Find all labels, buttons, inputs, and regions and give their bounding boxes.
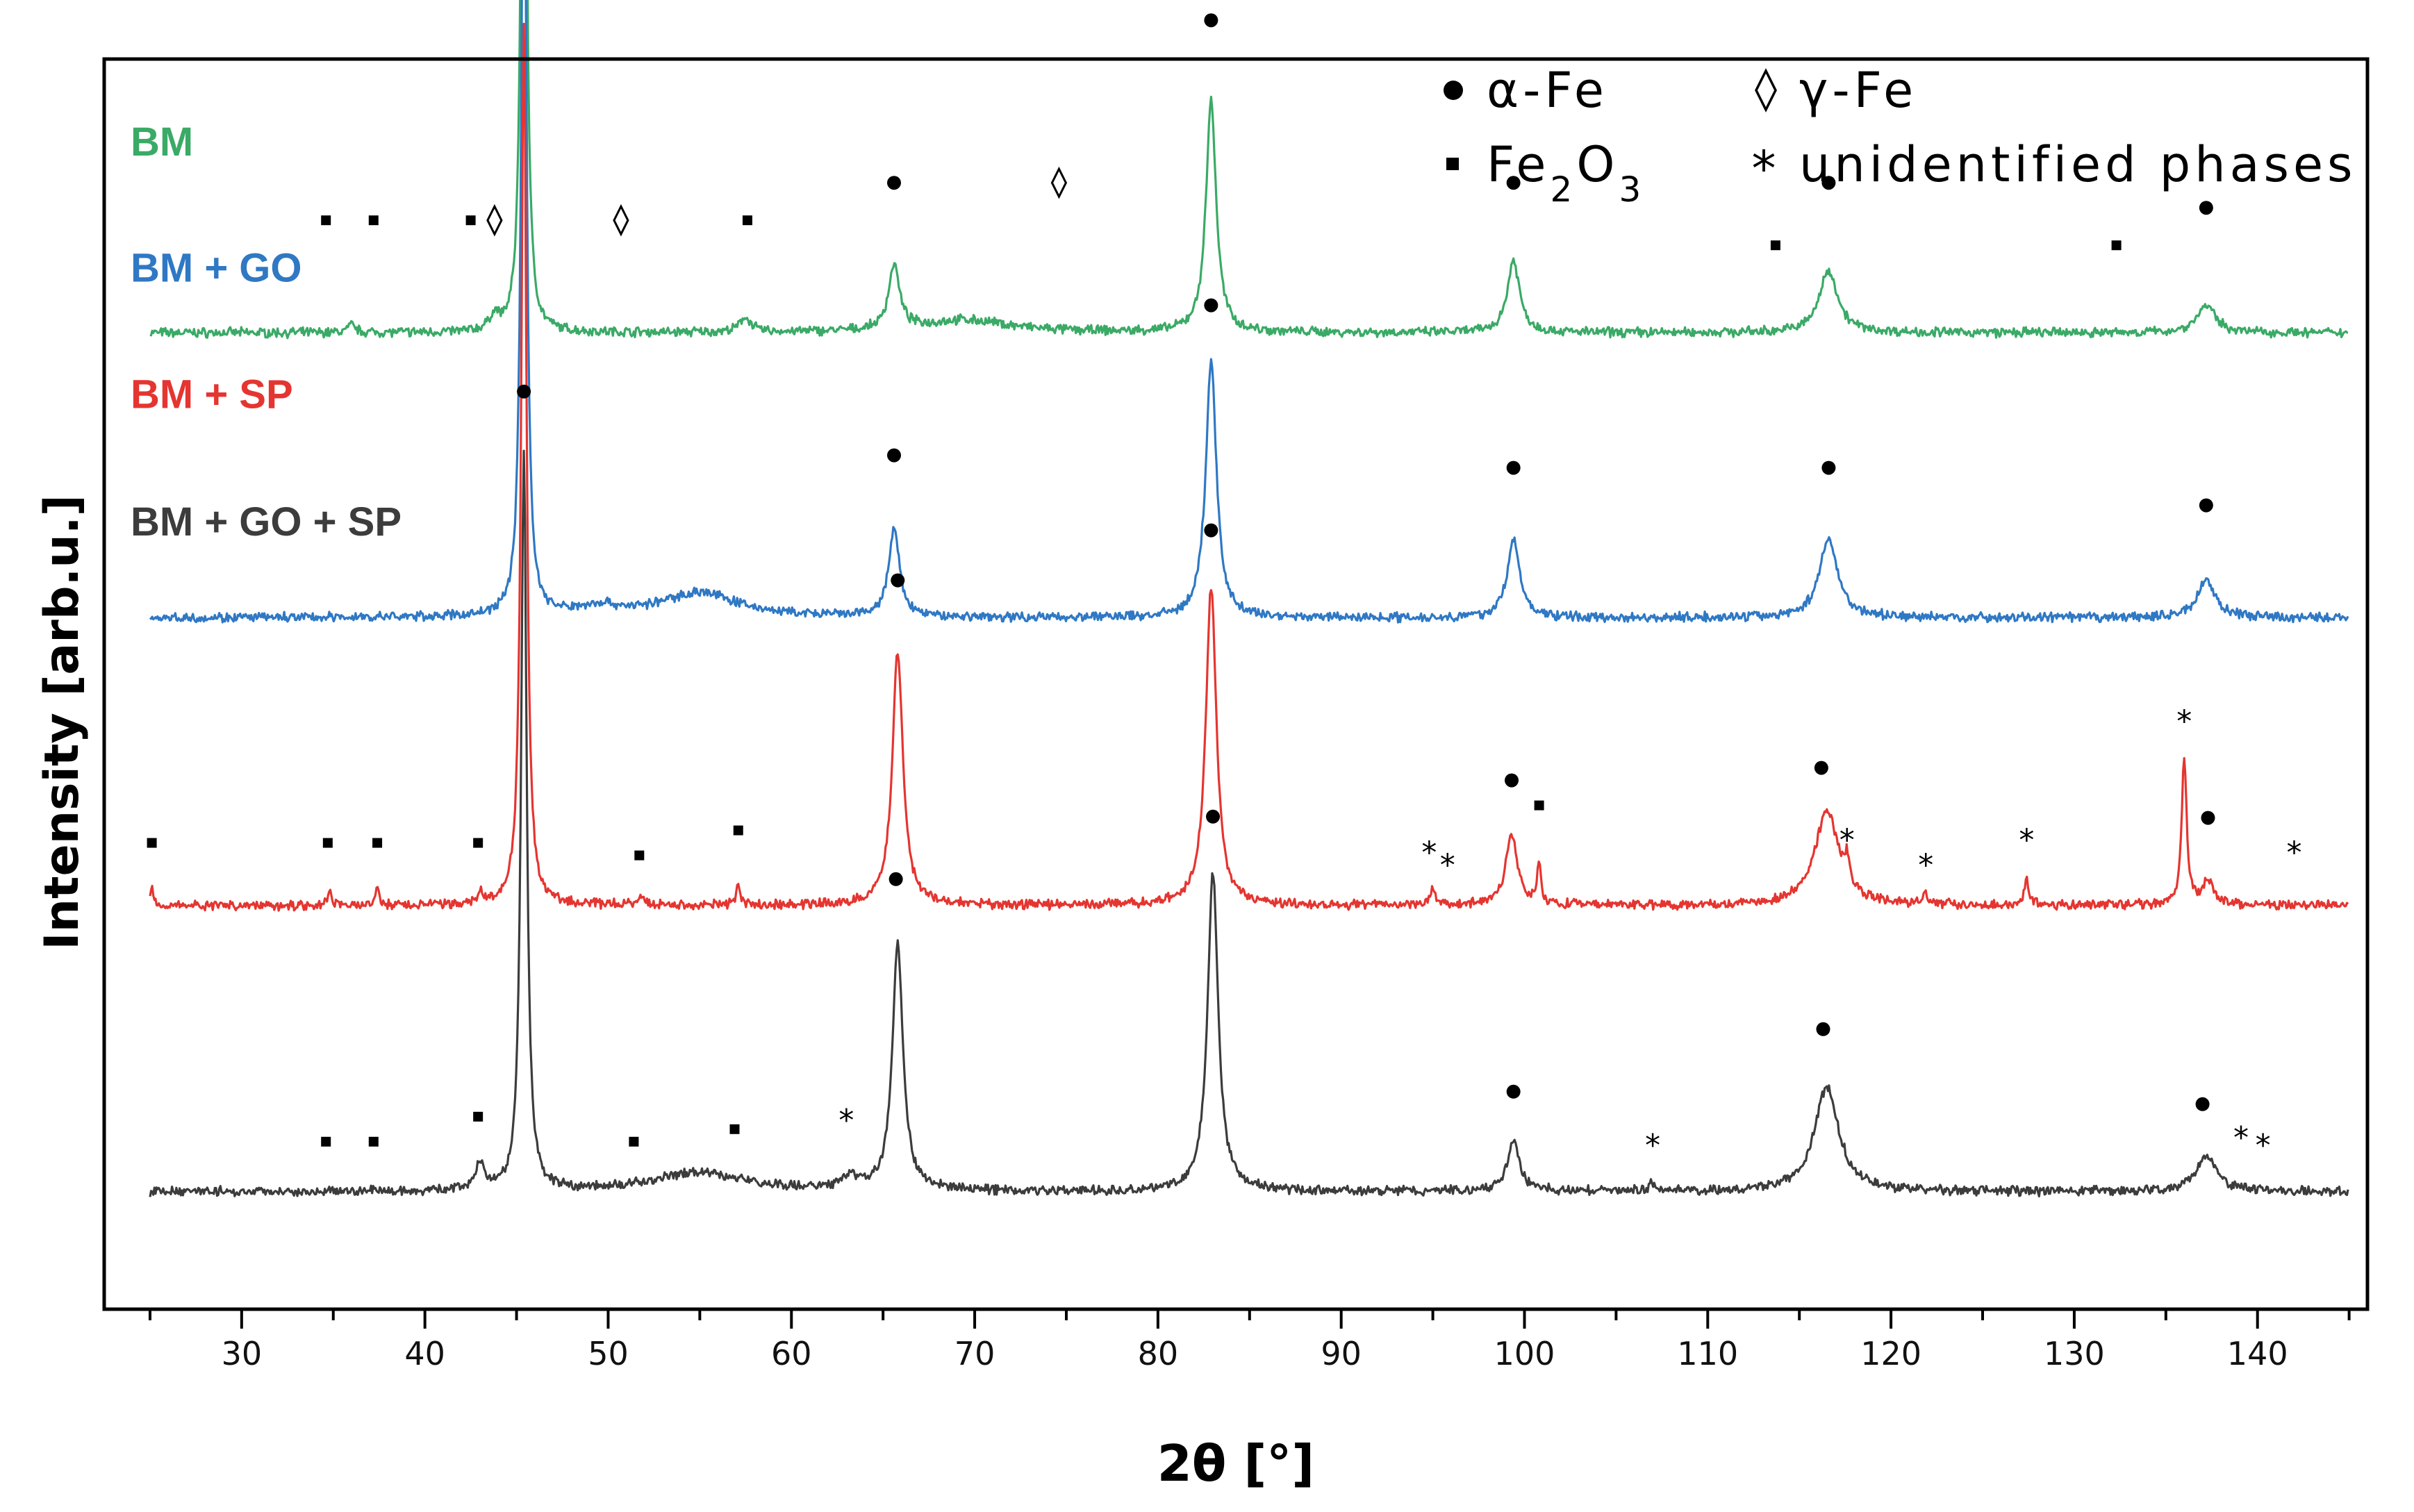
alpha-fe-marker xyxy=(887,448,902,463)
gamma-fe-marker xyxy=(613,203,629,237)
unidentified-phase-marker: * xyxy=(1918,848,1933,883)
plot-frame xyxy=(102,57,2370,1311)
legend: α-Fe γ-Fe Fe2O3 * unidentified phases xyxy=(1444,62,2356,210)
series-line xyxy=(149,0,2349,340)
alpha-fe-marker xyxy=(2195,1097,2210,1111)
x-tick-label: 30 xyxy=(222,1335,263,1372)
x-tick-label: 110 xyxy=(1677,1335,1738,1372)
alpha-fe-marker xyxy=(888,872,903,886)
x-tick-label: 100 xyxy=(1494,1335,1555,1372)
alpha-fe-marker xyxy=(2199,201,2213,215)
series-line xyxy=(149,0,2349,624)
series-label: BM + GO + SP xyxy=(131,499,402,545)
unidentified-phase-marker: * xyxy=(1440,848,1455,883)
unidentified-phase-marker: * xyxy=(2176,704,2192,740)
legend-label: γ-Fe xyxy=(1799,62,1917,119)
alpha-fe-marker xyxy=(1506,176,1521,190)
x-tick-label: 50 xyxy=(588,1335,629,1372)
alpha-fe-marker xyxy=(1204,298,1218,313)
x-tick-label: 80 xyxy=(1138,1335,1179,1372)
gamma-fe-marker xyxy=(486,203,503,237)
legend-unidentified-symbol: * xyxy=(1752,140,1780,197)
alpha-fe-marker xyxy=(1816,1022,1830,1036)
series-line xyxy=(149,449,2349,1198)
fe2o3-marker xyxy=(473,1111,483,1122)
fe2o3-marker xyxy=(729,1124,740,1134)
series-label: BM xyxy=(131,119,193,165)
fe2o3-marker xyxy=(634,850,645,861)
alpha-fe-marker xyxy=(1821,460,1836,475)
x-axis-ticks: 30 40 50 60 70 80 90 100 110 120 130 140 xyxy=(148,1309,2351,1372)
alpha-fe-marker xyxy=(1506,1084,1521,1099)
fe2o3-marker xyxy=(1770,240,1780,251)
peak-markers: * ******** * * xyxy=(147,13,2301,1163)
series-line xyxy=(149,22,2349,912)
alpha-fe-marker xyxy=(1814,761,1828,775)
alpha-fe-marker xyxy=(2199,498,2213,513)
legend-gamma-fe-symbol xyxy=(1755,68,1777,113)
unidentified-phase-marker: * xyxy=(838,1103,854,1138)
unidentified-phase-marker: * xyxy=(2233,1120,2249,1156)
fe2o3-marker xyxy=(629,1136,639,1147)
fe2o3-marker xyxy=(321,1136,331,1147)
alpha-fe-marker xyxy=(1204,523,1218,538)
series-label: BM + GO xyxy=(131,246,302,291)
unidentified-phase-marker: * xyxy=(2286,836,2301,871)
alpha-fe-marker xyxy=(1206,809,1221,824)
alpha-fe-marker xyxy=(2201,811,2215,825)
legend-label: Fe2O3 xyxy=(1487,136,1645,210)
series-group xyxy=(149,0,2349,1198)
legend-alpha-fe-symbol xyxy=(1444,81,1463,100)
unidentified-phase-marker: * xyxy=(1421,836,1437,871)
unidentified-phase-marker: * xyxy=(2019,823,2034,858)
unidentified-phase-marker: * xyxy=(2256,1128,2271,1163)
y-axis-title: Intensity [arb.u.] xyxy=(35,495,90,949)
gamma-fe-marker xyxy=(1050,166,1068,199)
fe2o3-marker xyxy=(1534,800,1544,811)
fe2o3-marker xyxy=(368,1136,379,1147)
fe2o3-marker xyxy=(368,215,379,226)
fe2o3-marker xyxy=(2111,240,2122,251)
fe2o3-marker xyxy=(372,838,383,848)
fe2o3-marker xyxy=(465,215,476,226)
alpha-fe-marker xyxy=(891,573,905,588)
alpha-fe-marker xyxy=(1505,773,1519,788)
x-tick-label: 140 xyxy=(2227,1335,2288,1372)
x-tick-label: 130 xyxy=(2044,1335,2105,1372)
alpha-fe-marker xyxy=(1821,176,1836,190)
legend-label: unidentified phases xyxy=(1799,136,2356,193)
fe2o3-marker xyxy=(742,215,752,226)
fe2o3-marker xyxy=(321,215,331,226)
series-labels: BM BM + GO BM + SP BM + GO + SP xyxy=(131,119,402,545)
alpha-fe-marker xyxy=(1506,460,1521,475)
fe2o3-marker xyxy=(473,838,483,848)
legend-fe2o3-symbol xyxy=(1446,158,1459,170)
alpha-fe-marker xyxy=(517,384,531,399)
fe2o3-marker xyxy=(322,838,333,848)
x-tick-label: 120 xyxy=(1860,1335,1921,1372)
unidentified-phase-marker: * xyxy=(1645,1128,1660,1163)
alpha-fe-marker xyxy=(887,176,902,190)
alpha-fe-marker xyxy=(1204,13,1218,28)
fe2o3-marker xyxy=(147,838,157,848)
x-tick-label: 90 xyxy=(1321,1335,1362,1372)
fe2o3-marker xyxy=(733,825,743,836)
legend-label: α-Fe xyxy=(1487,62,1608,119)
x-axis-title: 2θ [°] xyxy=(1157,1434,1314,1493)
x-tick-label: 40 xyxy=(404,1335,445,1372)
unidentified-phase-marker: * xyxy=(1840,823,1855,858)
series-label: BM + SP xyxy=(131,372,293,417)
x-tick-label: 60 xyxy=(771,1335,812,1372)
x-tick-label: 70 xyxy=(954,1335,995,1372)
